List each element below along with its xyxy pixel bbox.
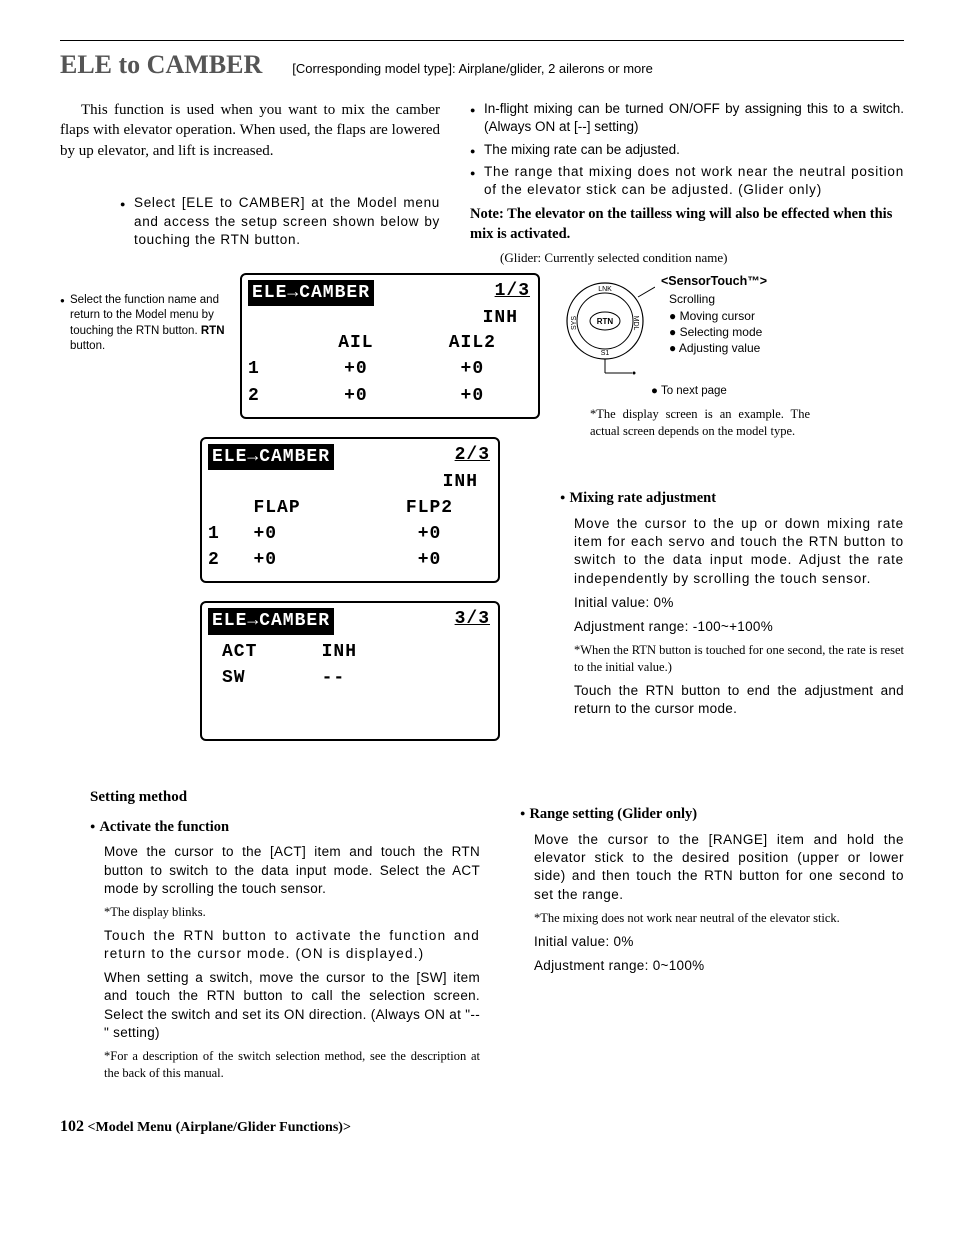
- select-instruction: Select [ELE to CAMBER] at the Model menu…: [120, 194, 440, 249]
- lcd-screen-3: ELE→CAMBER 3/3 ACTINH SW--: [200, 601, 500, 741]
- lcd2-val: +0: [367, 547, 492, 573]
- rtn-callout: ● Select the function name and return to…: [60, 293, 230, 355]
- page-title: ELE to CAMBER: [60, 47, 262, 82]
- sensor-line: ● Moving cursor: [669, 308, 767, 324]
- mixing-p3: Adjustment range: -100~+100%: [574, 618, 904, 636]
- lcd1-val: +0: [413, 356, 532, 382]
- lcd2-title: ELE→CAMBER: [208, 444, 334, 470]
- lcd2-page: 2/3: [455, 443, 490, 467]
- range-p3: Adjustment range: 0~100%: [534, 957, 904, 975]
- svg-text:LNK: LNK: [598, 286, 612, 293]
- sensor-line: ● Adjusting value: [669, 340, 767, 356]
- svg-text:RTN: RTN: [597, 317, 614, 326]
- lcd1-col: AIL2: [413, 330, 532, 356]
- feature-item: In-flight mixing can be turned ON/OFF by…: [470, 100, 904, 136]
- lcd3-val: --: [322, 665, 492, 691]
- range-heading: Range setting (Glider only): [520, 805, 904, 825]
- lcd3-label: SW: [208, 665, 322, 691]
- lcd1-val: +0: [299, 356, 413, 382]
- activate-heading: Activate the function: [90, 818, 480, 838]
- lcd1-val: +0: [299, 383, 413, 409]
- lcd3-label: ACT: [208, 639, 322, 665]
- example-note: *The display screen is an example. The a…: [590, 406, 810, 440]
- svg-text:SYS: SYS: [571, 315, 578, 329]
- sensortouch-icon: RTN LNK SYS MDL S1: [560, 273, 655, 383]
- lcd1-val: +0: [413, 383, 532, 409]
- lcd1-title: ELE→CAMBER: [248, 280, 374, 306]
- range-p1: Move the cursor to the [RANGE] item and …: [534, 831, 904, 904]
- lcd3-val: INH: [322, 639, 492, 665]
- feature-item: The mixing rate can be adjusted.: [470, 141, 904, 159]
- lcd3-title: ELE→CAMBER: [208, 608, 334, 634]
- feature-item: The range that mixing does not work near…: [470, 163, 904, 199]
- page-number: 102: [60, 1118, 84, 1135]
- mixing-fine: *When the RTN button is touched for one …: [574, 642, 904, 676]
- lcd2-val: +0: [253, 521, 367, 547]
- intro-text: This function is used when you want to m…: [60, 100, 440, 161]
- sensor-line: ● Selecting mode: [669, 324, 767, 340]
- lcd1-inh: INH: [248, 306, 532, 330]
- mixing-heading: Mixing rate adjustment: [560, 489, 904, 509]
- svg-text:S1: S1: [601, 350, 610, 357]
- setting-p2: Touch the RTN button to activate the fun…: [104, 927, 480, 963]
- lcd2-col: FLP2: [367, 495, 492, 521]
- setting-heading: Setting method: [90, 787, 480, 807]
- lcd-screen-1: ELE→CAMBER 1/3 INH AILAIL2 1+0+0 2+0+0: [240, 273, 540, 419]
- lcd3-page: 3/3: [455, 607, 490, 631]
- lcd2-rownum: 2: [208, 547, 253, 573]
- lcd1-page: 1/3: [495, 279, 530, 303]
- lcd1-rownum: 2: [248, 383, 299, 409]
- range-p2: Initial value: 0%: [534, 933, 904, 951]
- rtn-callout-text: Select the function name and return to t…: [70, 294, 219, 337]
- lcd2-col: FLAP: [253, 495, 367, 521]
- footer: 102 <Model Menu (Airplane/Glider Functio…: [60, 1116, 904, 1138]
- lcd1-rownum: 1: [248, 356, 299, 382]
- lcd2-inh: INH: [208, 470, 492, 494]
- lcd1-col: AIL: [299, 330, 413, 356]
- range-fine: *The mixing does not work near neutral o…: [534, 910, 904, 927]
- lcd2-rownum: 1: [208, 521, 253, 547]
- mixing-p4: Touch the RTN button to end the adjustme…: [574, 682, 904, 718]
- lcd2-val: +0: [367, 521, 492, 547]
- top-rule: [60, 40, 904, 41]
- footer-section: <Model Menu (Airplane/Glider Functions)>: [88, 1120, 351, 1135]
- rtn-label: RTN: [201, 325, 225, 337]
- sensor-next: ● To next page: [651, 384, 767, 400]
- sensor-line: Scrolling: [669, 291, 767, 307]
- setting-p1: Move the cursor to the [ACT] item and to…: [104, 843, 480, 898]
- setting-fine2: *For a description of the switch selecti…: [104, 1048, 480, 1082]
- setting-fine1: *The display blinks.: [104, 904, 480, 921]
- setting-p3: When setting a switch, move the cursor t…: [104, 969, 480, 1042]
- feature-list: In-flight mixing can be turned ON/OFF by…: [470, 100, 904, 199]
- mixing-p1: Move the cursor to the up or down mixing…: [574, 515, 904, 588]
- lcd2-val: +0: [253, 547, 367, 573]
- svg-text:MDL: MDL: [632, 315, 639, 330]
- sensor-heading: <SensorTouch™>: [661, 273, 767, 290]
- model-type: [Corresponding model type]: Airplane/gli…: [292, 60, 653, 78]
- lcd-screen-2: ELE→CAMBER 2/3 INH FLAPFLP2 1+0+0 2+0+0: [200, 437, 500, 583]
- mixing-p2: Initial value: 0%: [574, 594, 904, 612]
